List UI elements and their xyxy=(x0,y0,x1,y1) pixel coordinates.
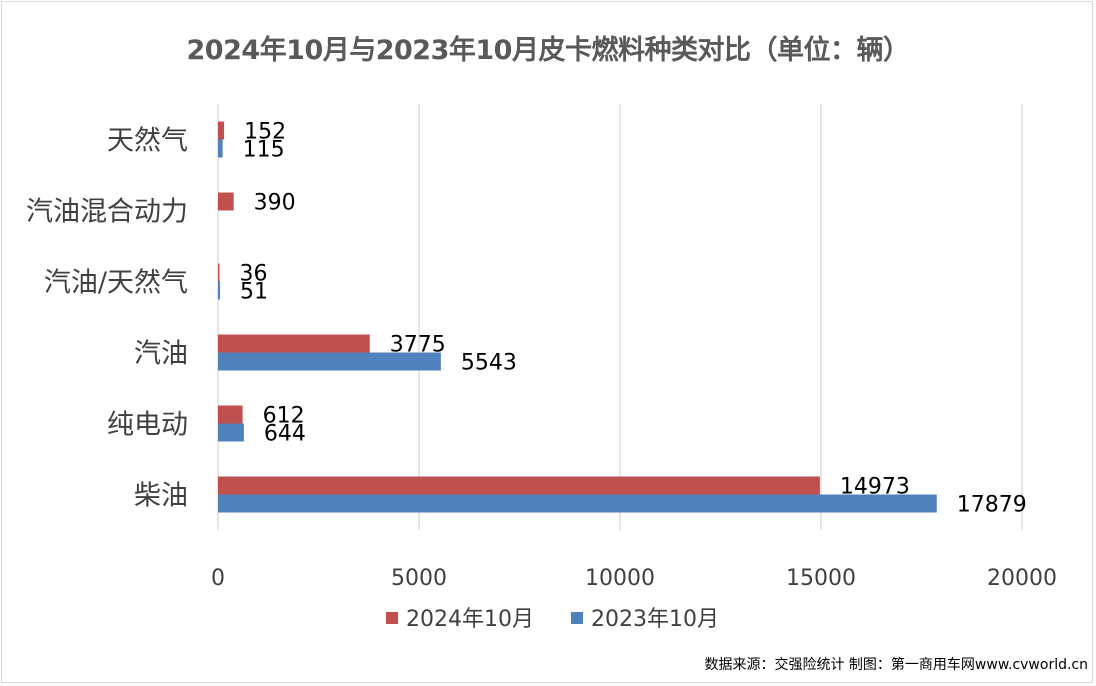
data-label: 152 xyxy=(244,120,286,145)
bar-2023 xyxy=(218,352,441,371)
bar-2023 xyxy=(218,139,223,158)
data-label: 17879 xyxy=(957,493,1027,518)
category-label: 柴油 xyxy=(134,481,188,512)
data-label: 5543 xyxy=(461,351,517,376)
x-tick-label: 5000 xyxy=(391,566,447,591)
bar-2024 xyxy=(218,121,225,140)
x-tick-label: 0 xyxy=(211,566,225,591)
data-label: 390 xyxy=(254,191,296,216)
bar-2024 xyxy=(218,405,243,424)
bar-2023 xyxy=(218,494,937,513)
legend-label: 2024年10月 xyxy=(406,607,534,632)
data-label: 51 xyxy=(240,280,268,305)
bar-2024 xyxy=(218,192,234,211)
bar-2023 xyxy=(218,281,221,300)
bar-2024 xyxy=(218,476,820,495)
legend-label: 2023年10月 xyxy=(591,607,719,632)
bar-2023 xyxy=(218,423,244,442)
category-label: 纯电动 xyxy=(107,410,188,441)
bar-2024 xyxy=(218,334,370,353)
legend-swatch xyxy=(386,612,398,624)
bar-2024 xyxy=(218,263,220,282)
data-label: 115 xyxy=(243,138,285,163)
x-tick-label: 15000 xyxy=(786,566,856,591)
category-label: 天然气 xyxy=(107,126,188,157)
data-label: 36 xyxy=(240,262,268,287)
data-label: 612 xyxy=(263,404,305,429)
data-label: 644 xyxy=(264,422,306,447)
legend-swatch xyxy=(571,612,583,624)
x-tick-label: 20000 xyxy=(987,566,1057,591)
category-label: 汽油/天然气 xyxy=(44,268,188,299)
chart-title: 2024年10月与2023年10月皮卡燃料种类对比（单位：辆） xyxy=(186,35,910,66)
category-label: 汽油混合动力 xyxy=(26,197,188,228)
category-label: 汽油 xyxy=(134,339,188,370)
source-note: 数据来源：交强险统计 制图：第一商用车网www.cvworld.cn xyxy=(704,657,1088,673)
x-tick-label: 10000 xyxy=(585,566,655,591)
